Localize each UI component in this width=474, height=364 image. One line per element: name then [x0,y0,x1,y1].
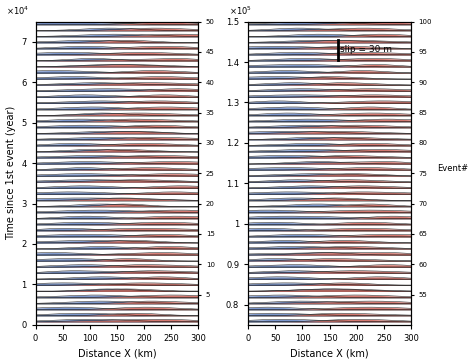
X-axis label: Distance X (km): Distance X (km) [78,348,156,359]
Text: slip = 30 m: slip = 30 m [340,46,392,54]
X-axis label: Distance X (km): Distance X (km) [290,348,369,359]
Text: $\times10^4$: $\times10^4$ [6,5,29,17]
Y-axis label: Event#: Event# [438,164,468,173]
Y-axis label: Time since 1st event (year): Time since 1st event (year) [6,106,16,240]
Text: $\times10^5$: $\times10^5$ [229,5,252,17]
